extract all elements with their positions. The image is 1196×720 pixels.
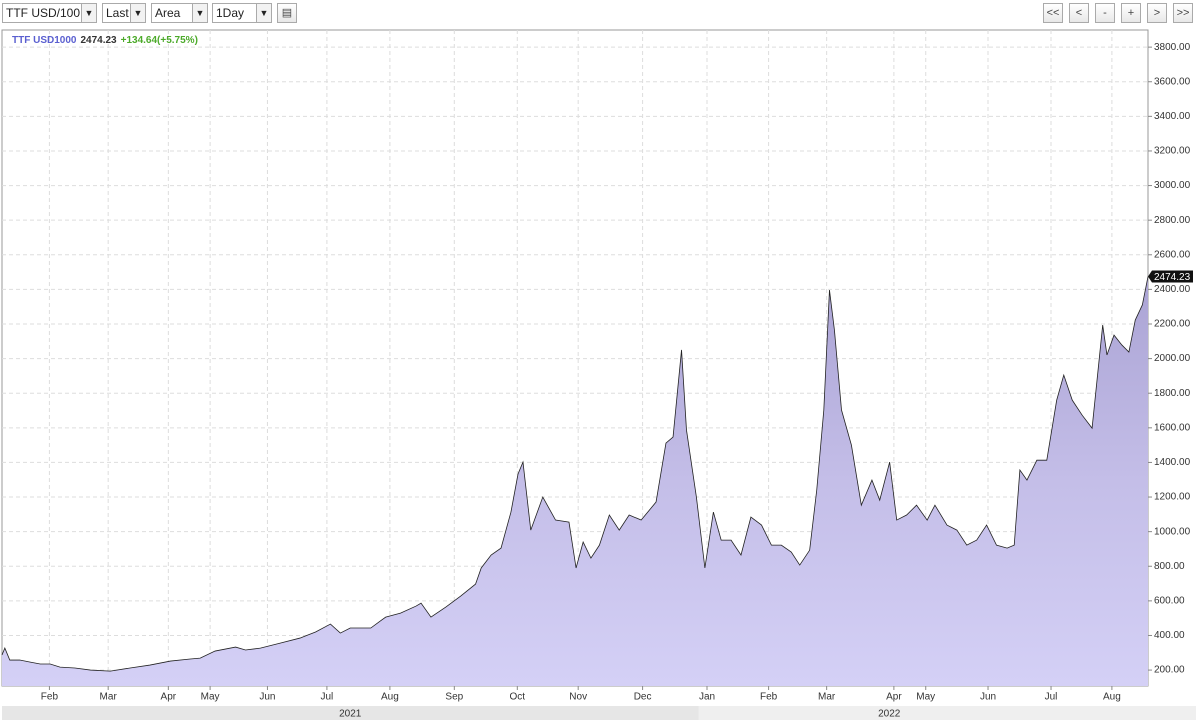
y-tick-label: 3600.00	[1154, 76, 1191, 87]
x-tick-label: Feb	[41, 692, 59, 703]
y-tick-label: 3000.00	[1154, 180, 1191, 191]
nav-button[interactable]: <<	[1043, 3, 1063, 23]
y-tick-label: 3800.00	[1154, 42, 1191, 53]
nav-button[interactable]: -	[1095, 3, 1115, 23]
x-tick-label: Jan	[699, 692, 715, 703]
nav-button[interactable]: +	[1121, 3, 1141, 23]
interval: 1Day	[216, 6, 245, 20]
dropdown-arrow: ▼	[256, 4, 271, 22]
x-tick-label: Aug	[381, 692, 399, 703]
y-tick-label: 1200.00	[1154, 492, 1191, 503]
price-type-select[interactable]: Last ▼	[102, 3, 146, 23]
y-tick-label: 1800.00	[1154, 388, 1191, 399]
y-tick-label: 800.00	[1154, 561, 1185, 572]
symbol: TTF USD/100	[6, 6, 81, 20]
legend-value: 2474.23	[80, 35, 117, 46]
x-tick-label: Dec	[634, 692, 652, 703]
symbol-select[interactable]: TTF USD/100 ▼	[2, 3, 97, 23]
table-button[interactable]: ▤	[277, 3, 297, 23]
y-tick-label: 2000.00	[1154, 353, 1191, 364]
y-tick-label: 3400.00	[1154, 111, 1191, 122]
legend-name: TTF USD1000	[12, 35, 77, 46]
x-tick-label: Feb	[760, 692, 778, 703]
y-tick-label: 400.00	[1154, 630, 1185, 641]
price-type: Last	[106, 6, 129, 20]
year-label: 2021	[339, 709, 362, 720]
dropdown-arrow: ▼	[81, 4, 96, 22]
last-price-label: 2474.23	[1154, 272, 1191, 283]
year-label: 2022	[878, 709, 901, 720]
x-tick-label: Apr	[161, 692, 177, 703]
x-tick-label: Jun	[259, 692, 275, 703]
x-tick-label: Jul	[321, 692, 334, 703]
chart-type: Area	[155, 6, 181, 20]
nav-button[interactable]: <	[1069, 3, 1089, 23]
x-tick-label: Sep	[445, 692, 463, 703]
year-band	[2, 706, 699, 720]
x-tick-label: Aug	[1103, 692, 1121, 703]
x-tick-label: May	[201, 692, 220, 703]
area-line	[1, 276, 1149, 672]
y-tick-label: 2400.00	[1154, 284, 1191, 295]
x-tick-label: Mar	[818, 692, 836, 703]
year-band	[698, 706, 1196, 720]
chart-type-select[interactable]: Area ▼	[151, 3, 208, 23]
dropdown-arrow: ▼	[192, 4, 207, 22]
x-tick-label: Jul	[1045, 692, 1058, 703]
y-tick-label: 1400.00	[1154, 457, 1191, 468]
x-tick-label: Oct	[510, 692, 526, 703]
legend-change: +134.64(+5.75%)	[121, 35, 198, 46]
y-tick-label: 1000.00	[1154, 526, 1191, 537]
x-tick-label: Nov	[569, 692, 587, 703]
y-tick-label: 2600.00	[1154, 249, 1191, 260]
x-tick-label: May	[916, 692, 935, 703]
last-price-tag	[1148, 270, 1193, 283]
nav-button[interactable]: >	[1147, 3, 1167, 23]
y-tick-label: 2200.00	[1154, 319, 1191, 330]
area	[2, 276, 1148, 686]
legend: TTF USD1000 2474.23 +134.64(+5.75%)	[12, 35, 198, 46]
y-tick-label: 200.00	[1154, 665, 1185, 676]
y-tick-label: 1600.00	[1154, 422, 1191, 433]
x-tick-label: Jun	[980, 692, 996, 703]
y-tick-label: 3200.00	[1154, 146, 1191, 157]
y-tick-label: 2800.00	[1154, 215, 1191, 226]
x-tick-label: Apr	[886, 692, 902, 703]
nav-button[interactable]: >>	[1173, 3, 1193, 23]
interval-select[interactable]: 1Day ▼	[212, 3, 272, 23]
dropdown-arrow: ▼	[130, 4, 145, 22]
x-tick-label: Mar	[100, 692, 118, 703]
y-tick-label: 600.00	[1154, 596, 1185, 607]
